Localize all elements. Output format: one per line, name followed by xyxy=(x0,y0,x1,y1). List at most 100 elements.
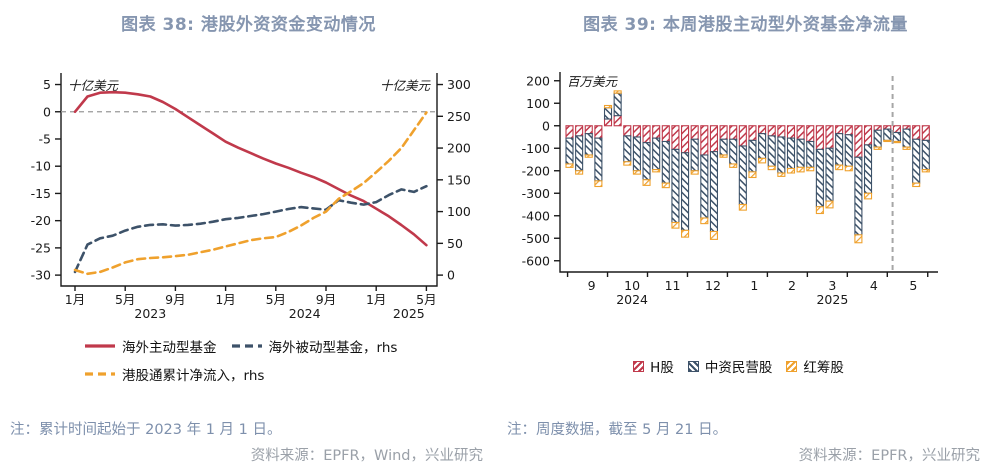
legend-row: 港股通累计净流入，rhs xyxy=(84,364,497,384)
bar-seg-0 xyxy=(796,125,805,140)
bar-seg-1 xyxy=(642,142,651,181)
bar-seg-1 xyxy=(854,156,863,236)
bar-week-23 xyxy=(777,125,786,177)
bar-seg-2 xyxy=(681,229,690,238)
bar-week-2 xyxy=(575,125,584,175)
bar-week-32 xyxy=(863,125,873,200)
bar-seg-1 xyxy=(700,154,709,219)
line-chart-legend: 海外主动型基金 海外被动型基金，rhs 港股通累计净流入，rhs xyxy=(0,336,497,392)
legend-label: 中资民营股 xyxy=(704,360,773,376)
series-line-2 xyxy=(73,111,428,276)
axis-label: 1月 xyxy=(366,292,386,307)
legend-line-sample xyxy=(231,344,262,348)
series-line-0 xyxy=(73,90,428,247)
bar-seg-2 xyxy=(748,171,757,179)
bar-seg-2 xyxy=(642,179,651,186)
bar-seg-0 xyxy=(700,125,709,156)
axis-label: 百万美元 xyxy=(567,74,619,89)
bar-week-9 xyxy=(642,125,651,186)
bar-seg-2 xyxy=(835,164,844,171)
bar-seg-2 xyxy=(892,140,901,144)
legend-label: 红筹股 xyxy=(803,360,844,376)
legend-row: 海外主动型基金 海外被动型基金，rhs xyxy=(84,336,497,356)
legend-label: 海外主动型基金 xyxy=(122,340,217,356)
axis-label: -30 xyxy=(31,268,51,283)
bar-seg-2 xyxy=(709,230,718,240)
axis-label: 3 xyxy=(828,278,836,293)
axis-label: 150 xyxy=(447,172,471,187)
axis-label: 250 xyxy=(447,109,471,124)
axis-label: 1月 xyxy=(65,292,85,307)
bar-seg-2 xyxy=(912,182,921,188)
bar-week-15 xyxy=(700,125,709,225)
bar-seg-2 xyxy=(729,163,738,168)
bar-week-27 xyxy=(815,125,824,215)
bar-seg-0 xyxy=(575,125,584,137)
bar-week-26 xyxy=(806,125,815,172)
bar-seg-2 xyxy=(921,169,930,173)
bar-seg-1 xyxy=(613,92,622,117)
axis-label: 11 xyxy=(665,278,681,293)
bar-week-34 xyxy=(883,125,892,143)
bar-seg-2 xyxy=(565,163,574,168)
bar-seg-2 xyxy=(584,154,593,158)
bar-seg-1 xyxy=(565,137,574,165)
bar-seg-2 xyxy=(863,192,873,200)
bar-week-28 xyxy=(825,125,834,209)
axis-label: 5 xyxy=(43,77,51,92)
bar-seg-2 xyxy=(825,200,834,209)
note-text-left: 注：累计时间起始于 2023 年 1 月 1 日。 xyxy=(10,422,282,438)
bar-week-21 xyxy=(758,125,767,164)
bar-seg-0 xyxy=(863,125,873,146)
axis-label: 100 xyxy=(526,96,550,111)
panel-fund-flow-chart: 图表 38: 港股外资资金变动情况 5 0 -5 -10 -15 -20 -25 -30 300… xyxy=(0,0,497,476)
bar-seg-0 xyxy=(912,125,921,140)
bar-seg-0 xyxy=(729,125,738,140)
axis-label: 0 xyxy=(43,104,51,119)
bar-seg-0 xyxy=(806,125,815,143)
axis-label: -200 xyxy=(522,163,550,178)
bar-seg-2 xyxy=(700,217,709,225)
bar-seg-1 xyxy=(921,139,930,171)
bar-seg-2 xyxy=(873,146,882,150)
bar-week-11 xyxy=(661,125,670,189)
bar-week-6 xyxy=(613,90,622,127)
bar-seg-1 xyxy=(690,138,699,172)
bar-week-31 xyxy=(854,125,863,244)
bar-week-38 xyxy=(921,125,930,173)
bar-seg-2 xyxy=(603,104,613,109)
axis-label: -100 xyxy=(522,141,550,156)
axis-label: -300 xyxy=(522,186,550,201)
bar-seg-0 xyxy=(892,125,901,134)
legend-item: 中资民营股 xyxy=(687,356,773,376)
bar-week-1 xyxy=(565,125,574,168)
legend-item: 红筹股 xyxy=(786,356,844,376)
bar-seg-2 xyxy=(815,206,824,215)
legend-hatch-swatch xyxy=(687,360,699,372)
axis-label: -600 xyxy=(522,253,550,268)
axis-label: 1 xyxy=(750,278,758,293)
bar-seg-0 xyxy=(767,125,776,137)
bar-seg-2 xyxy=(844,165,853,172)
bar-seg-2 xyxy=(652,169,661,173)
axis-label: 5月 xyxy=(266,292,286,307)
bar-seg-1 xyxy=(594,137,603,182)
bar-seg-1 xyxy=(796,138,805,168)
bar-seg-0 xyxy=(786,125,796,139)
legend-item: H股 xyxy=(633,356,674,376)
note-text-right: 注：周度数据，截至 5 月 21 日。 xyxy=(507,422,728,438)
bar-seg-0 xyxy=(873,125,882,131)
bar-seg-2 xyxy=(883,139,892,143)
bar-week-37 xyxy=(912,125,921,188)
bar-week-4 xyxy=(594,125,603,188)
bar-seg-1 xyxy=(883,128,892,141)
axis-label: 200 xyxy=(447,141,471,156)
bar-seg-0 xyxy=(815,125,824,150)
bar-seg-0 xyxy=(642,125,651,144)
bar-week-7 xyxy=(623,125,632,166)
bar-seg-0 xyxy=(632,125,641,138)
bar-seg-1 xyxy=(902,128,911,148)
legend-item: 海外主动型基金 xyxy=(84,336,217,356)
bar-week-30 xyxy=(844,125,853,172)
